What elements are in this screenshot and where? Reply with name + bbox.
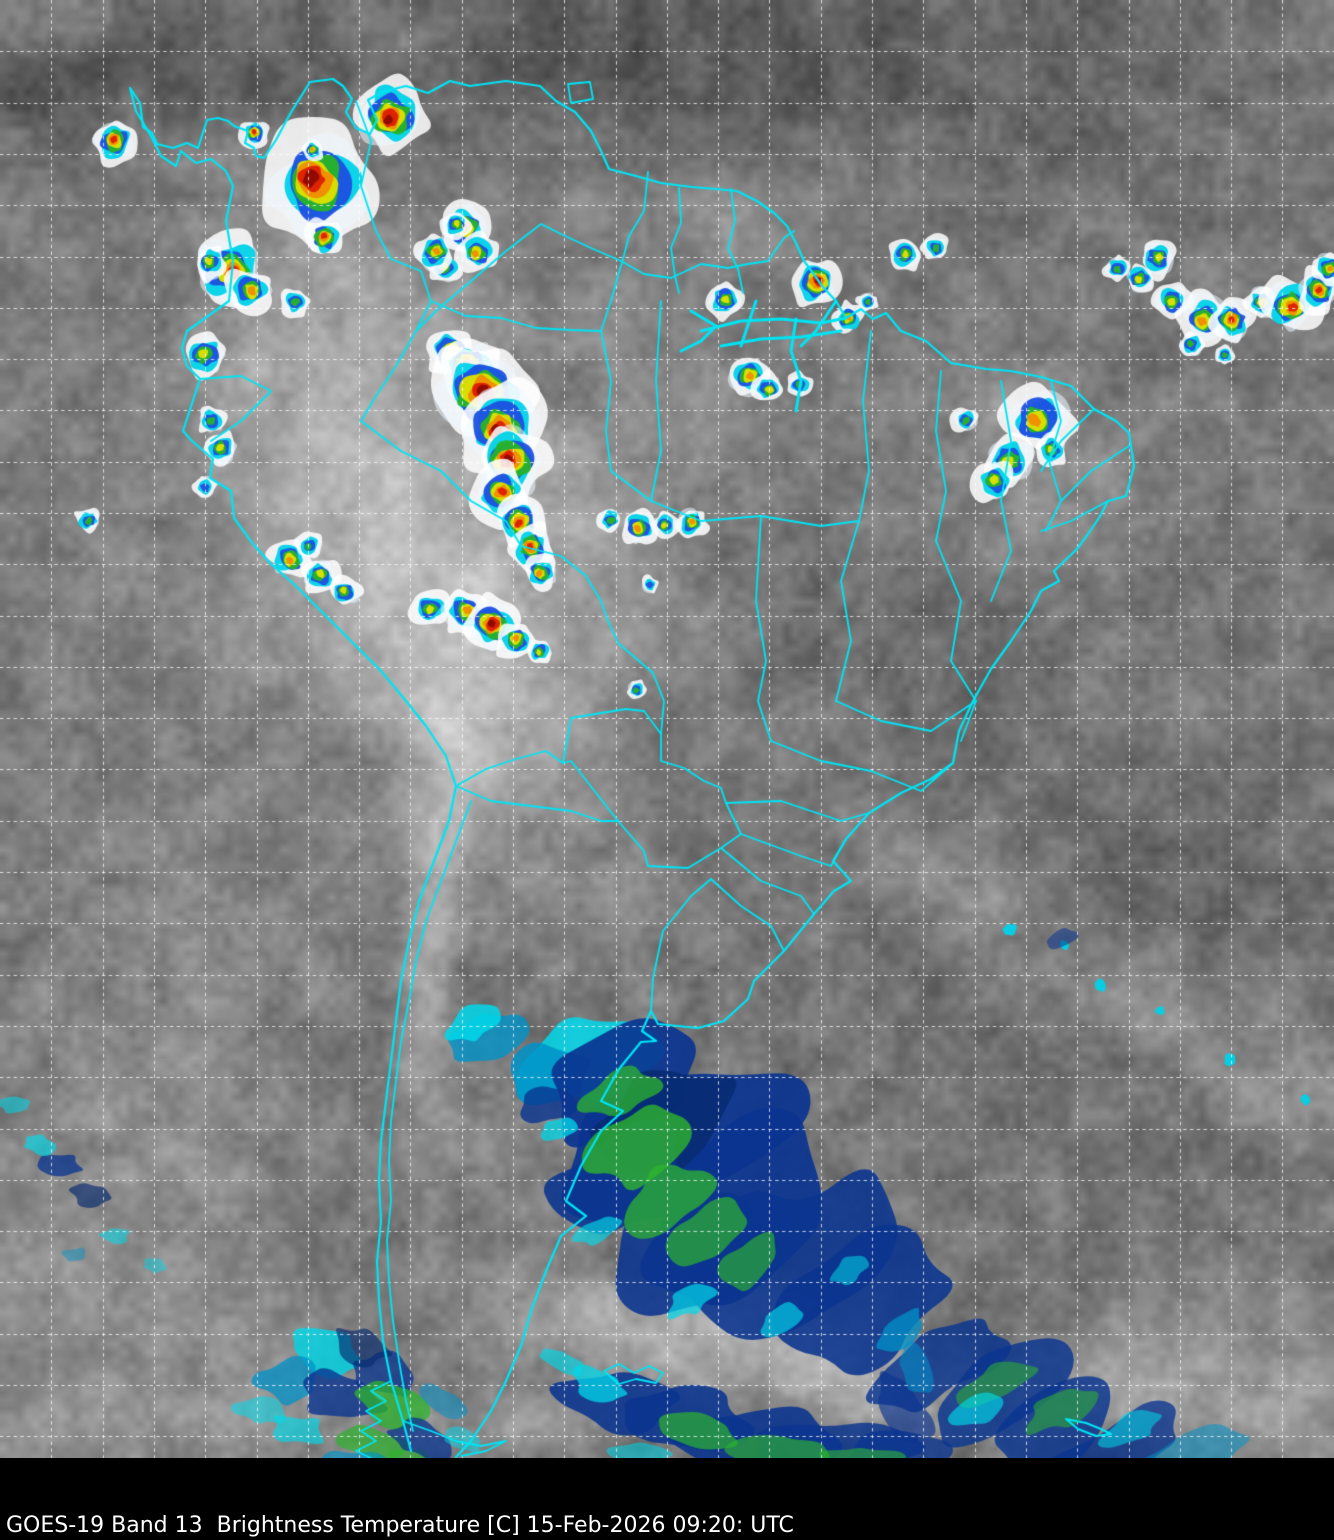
caption-bar: GOES-19 Band 13 Brightness Temperature […	[0, 1458, 1334, 1540]
caption-text: GOES-19 Band 13 Brightness Temperature […	[6, 1513, 794, 1538]
